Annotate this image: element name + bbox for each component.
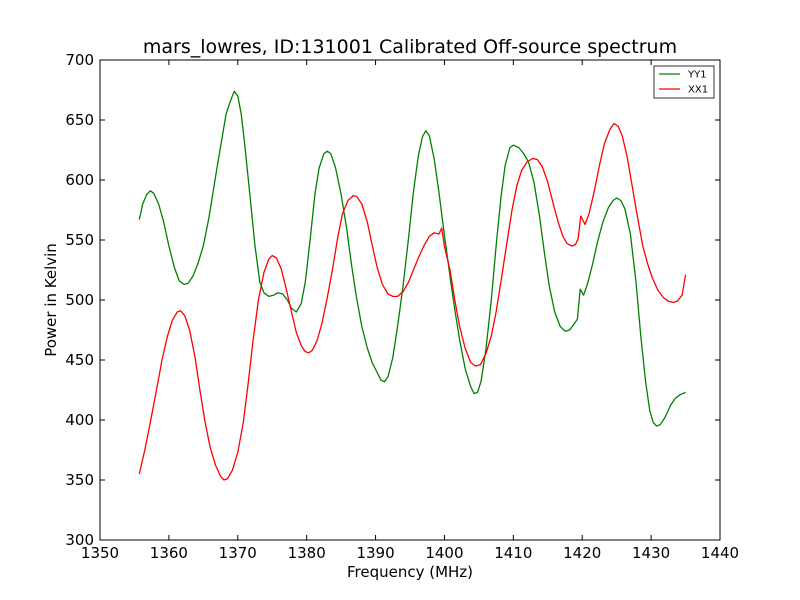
series-line-xx1	[138, 122, 687, 481]
x-tick-label: 1380	[288, 544, 326, 562]
y-tick-label: 450	[65, 351, 94, 369]
ticks-layer: 1350 1360 1370 1380 1390 1400 1410 1420 1430 1440…	[65, 51, 739, 562]
y-tick-label: 400	[65, 411, 94, 429]
y-tick-label: 700	[65, 51, 94, 69]
x-tick-label: 1370	[219, 544, 257, 562]
y-axis-label: Power in Kelvin	[42, 243, 60, 357]
y-tick-label: 500	[65, 291, 94, 309]
x-tick-label: 1430	[632, 544, 670, 562]
y-tick-label: 350	[65, 471, 94, 489]
legend: YY1 XX1	[653, 65, 715, 99]
x-tick-label: 1420	[563, 544, 601, 562]
legend-label-xx1: XX1	[688, 85, 708, 96]
y-tick-label: 550	[65, 231, 94, 249]
x-tick-label: 1390	[356, 544, 394, 562]
y-tick-label: 650	[65, 111, 94, 129]
x-tick-label: 1400	[425, 544, 463, 562]
legend-label-yy1: YY1	[687, 70, 707, 81]
x-tick-label: 1440	[701, 544, 739, 562]
chart-title: mars_lowres, ID:131001 Calibrated Off-so…	[143, 36, 677, 58]
x-tick-label: 1410	[494, 544, 532, 562]
x-axis-label: Frequency (MHz)	[347, 563, 473, 581]
y-tick-label: 300	[65, 531, 94, 549]
x-tick-label: 1350	[81, 544, 119, 562]
legend-box	[653, 65, 715, 99]
series-line-yy1	[138, 90, 686, 427]
x-tick-label: 1360	[150, 544, 188, 562]
y-tick-label: 600	[65, 171, 94, 189]
series-layer	[138, 90, 687, 481]
